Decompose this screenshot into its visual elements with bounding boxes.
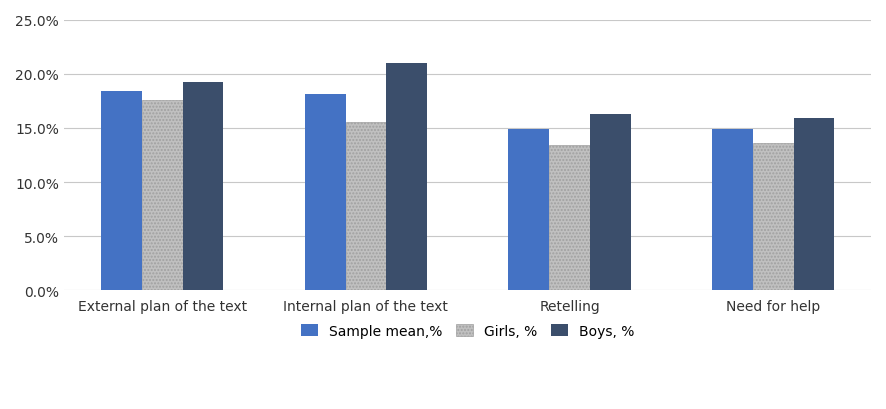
- Bar: [753, 144, 794, 291]
- Bar: [305, 95, 346, 291]
- Bar: [386, 64, 427, 291]
- Bar: [590, 115, 631, 291]
- Bar: [712, 130, 753, 291]
- Bar: [142, 101, 183, 291]
- Bar: [346, 123, 386, 291]
- Bar: [183, 83, 223, 291]
- Bar: [549, 146, 590, 291]
- Bar: [101, 92, 142, 291]
- Bar: [509, 130, 549, 291]
- Bar: [794, 119, 835, 291]
- Legend: Sample mean,%, Girls, %, Boys, %: Sample mean,%, Girls, %, Boys, %: [296, 318, 640, 343]
